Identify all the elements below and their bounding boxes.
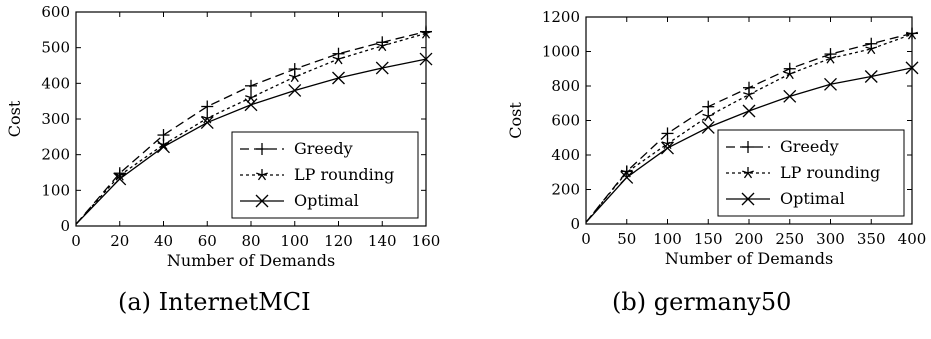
data-point	[661, 127, 674, 140]
x-tick-label: 350	[857, 230, 886, 248]
data-point	[702, 110, 715, 122]
y-tick-label: 800	[551, 77, 580, 95]
data-point	[332, 71, 345, 85]
data-point	[906, 28, 918, 40]
data-point	[244, 98, 258, 112]
y-tick-label: 200	[551, 181, 580, 199]
data-point	[288, 84, 302, 97]
x-tick-label: 100	[653, 230, 682, 248]
data-point	[864, 70, 878, 83]
legend-marker	[255, 194, 269, 208]
legend-item: Optimal	[726, 189, 845, 208]
x-axis-label: Number of Demands	[665, 249, 833, 268]
y-tick-label: 600	[41, 3, 70, 21]
legend: Greedy LP rounding Optimal	[717, 129, 905, 217]
y-tick-label: 1200	[542, 8, 580, 26]
data-point	[742, 104, 756, 118]
caption-germany50: (b) germany50	[612, 288, 792, 316]
legend-label: LP rounding	[294, 165, 394, 184]
x-tick-label: 120	[324, 232, 353, 250]
series-optimal	[585, 61, 919, 223]
y-tick-label: 100	[41, 181, 70, 199]
legend-item: Greedy	[240, 139, 353, 158]
data-point	[375, 61, 389, 75]
legend-marker	[742, 167, 754, 179]
data-point	[620, 166, 633, 178]
y-tick-label: 400	[551, 146, 580, 164]
legend-label: Optimal	[294, 191, 359, 210]
x-tick-label: 140	[368, 232, 397, 250]
y-tick-label: 200	[41, 146, 70, 164]
x-tick-label: 250	[775, 230, 804, 248]
x-tick-label: 80	[241, 232, 260, 250]
legend-item: Optimal	[240, 191, 359, 210]
data-point	[824, 52, 837, 64]
y-tick-label: 0	[570, 215, 580, 233]
data-point	[288, 70, 301, 83]
y-axis-label: Cost	[506, 102, 525, 139]
x-axis-label: Number of Demands	[167, 251, 335, 270]
x-tick-label: 0	[581, 230, 591, 248]
data-point	[245, 79, 257, 92]
legend-item: LP rounding	[726, 163, 880, 182]
data-point	[661, 141, 674, 155]
data-point	[200, 116, 214, 130]
data-point	[332, 53, 345, 65]
data-point	[824, 77, 837, 91]
data-point	[620, 170, 634, 184]
y-tick-label: 600	[551, 112, 580, 130]
caption-internetmci: (a) InternetMCI	[118, 288, 311, 316]
x-tick-label: 100	[280, 232, 309, 250]
series-optimal	[75, 52, 433, 225]
x-tick-label: 0	[71, 232, 81, 250]
legend-item: LP rounding	[240, 165, 394, 184]
legend-marker	[256, 143, 268, 155]
x-tick-label: 20	[110, 232, 129, 250]
x-tick-label: 60	[198, 232, 217, 250]
chart-b: 0 50 100 150 200 250 300 350 400 0 200 400 600 800 100…	[506, 8, 926, 268]
x-tick-label: 200	[735, 230, 764, 248]
legend-label: LP rounding	[780, 163, 880, 182]
legend-label: Optimal	[780, 189, 845, 208]
data-point	[157, 140, 170, 154]
legend-item: Greedy	[726, 137, 839, 156]
data-point	[113, 172, 127, 186]
y-tick-label: 500	[41, 39, 70, 57]
y-tick-label: 0	[60, 217, 70, 235]
data-point	[701, 120, 715, 134]
data-point	[420, 27, 432, 39]
data-point	[743, 88, 755, 100]
legend-label: Greedy	[294, 139, 353, 158]
x-tick-label: 50	[617, 230, 636, 248]
legend: Greedy LP rounding Optimal	[231, 131, 419, 219]
y-tick-label: 300	[41, 110, 70, 128]
data-point	[905, 61, 919, 75]
x-tick-label: 150	[694, 230, 723, 248]
data-point	[783, 89, 797, 103]
data-point	[376, 39, 389, 52]
legend-marker	[742, 141, 754, 153]
x-tick-label: 160	[412, 232, 441, 250]
x-tick-label: 40	[154, 232, 173, 250]
legend-marker	[256, 169, 268, 181]
x-tick-label: 300	[816, 230, 845, 248]
data-point	[865, 42, 878, 55]
y-axis-label: Cost	[5, 100, 24, 137]
data-point	[419, 52, 433, 66]
data-point	[783, 67, 796, 80]
x-tick-label: 400	[898, 230, 927, 248]
y-tick-label: 400	[41, 74, 70, 92]
legend-marker	[741, 192, 755, 206]
data-point	[201, 100, 214, 113]
series-line	[585, 33, 913, 223]
y-tick-label: 1000	[542, 43, 580, 61]
chart-a: 0 20 40 60 80 100 120 140 160 0 100 200 300 400 500 600…	[5, 3, 440, 270]
legend-label: Greedy	[780, 137, 839, 156]
